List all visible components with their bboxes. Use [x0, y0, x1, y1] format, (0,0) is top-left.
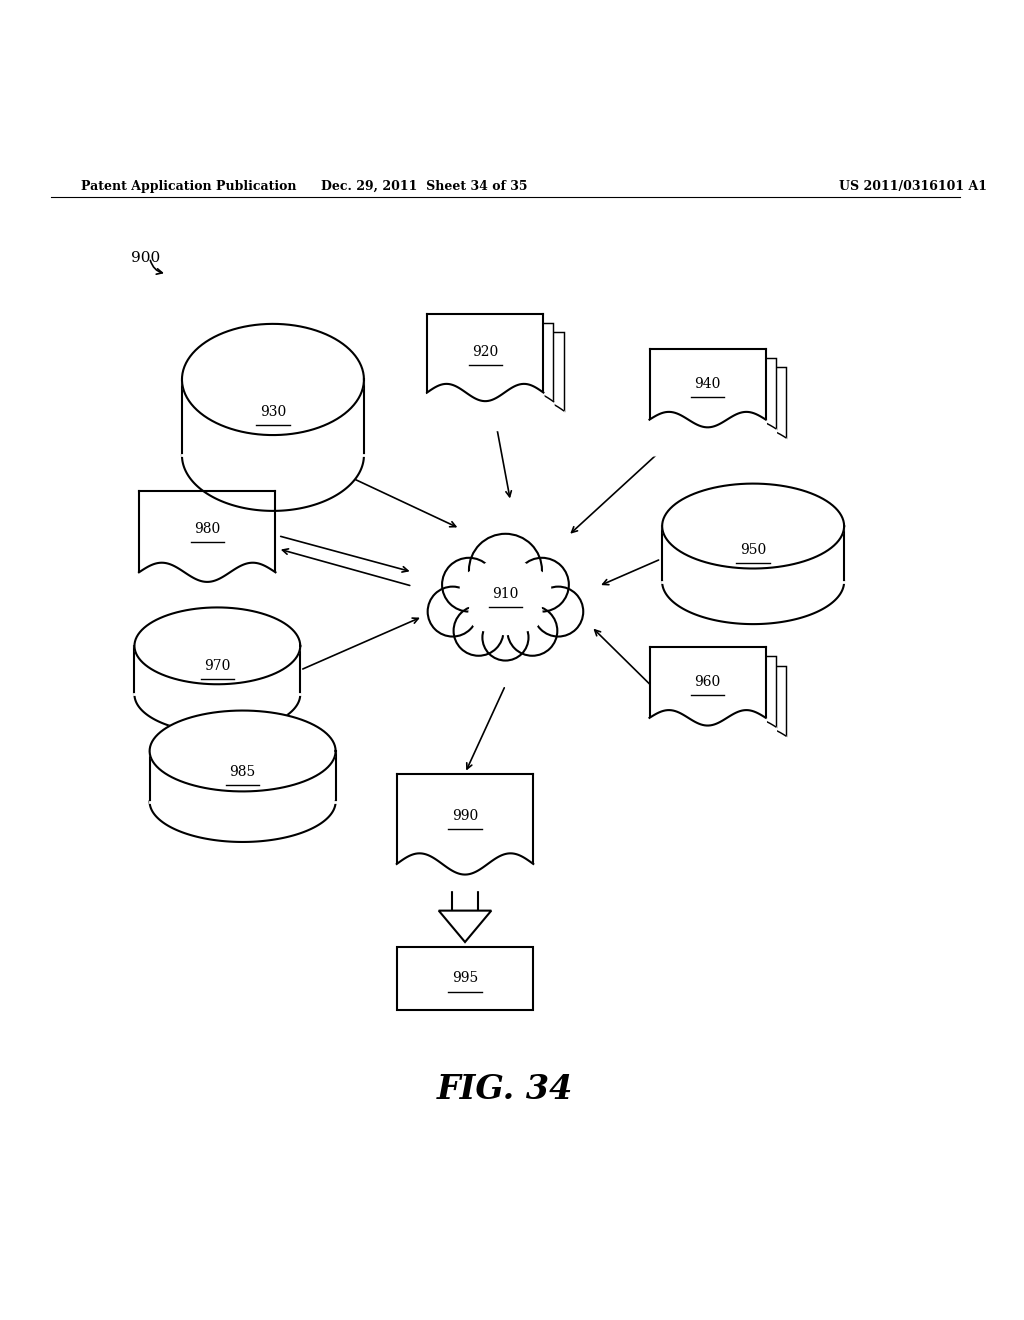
- Circle shape: [507, 606, 557, 656]
- Bar: [139, 491, 275, 573]
- Bar: [663, 527, 844, 582]
- Polygon shape: [182, 323, 364, 436]
- Polygon shape: [134, 607, 300, 684]
- Text: 980: 980: [195, 523, 220, 536]
- Bar: [427, 314, 544, 392]
- Bar: [396, 946, 534, 1010]
- Text: 995: 995: [452, 972, 478, 986]
- Circle shape: [507, 597, 542, 631]
- Bar: [659, 656, 776, 727]
- Text: FIG. 34: FIG. 34: [437, 1073, 573, 1106]
- Polygon shape: [150, 801, 336, 842]
- Polygon shape: [438, 911, 492, 942]
- Text: 960: 960: [694, 675, 721, 689]
- Text: 920: 920: [472, 345, 499, 359]
- Circle shape: [428, 586, 477, 636]
- Bar: [670, 367, 786, 438]
- Text: Patent Application Publication: Patent Application Publication: [81, 180, 296, 193]
- Bar: [150, 751, 336, 801]
- Polygon shape: [134, 694, 300, 733]
- Bar: [659, 358, 776, 429]
- Text: 990: 990: [452, 809, 478, 824]
- Bar: [447, 331, 563, 411]
- Bar: [396, 774, 534, 865]
- Circle shape: [534, 586, 584, 636]
- Polygon shape: [663, 582, 844, 624]
- Text: 985: 985: [229, 766, 256, 779]
- Circle shape: [462, 550, 549, 638]
- Circle shape: [454, 606, 504, 656]
- Text: 900: 900: [131, 251, 161, 264]
- Circle shape: [442, 558, 496, 611]
- Circle shape: [469, 533, 542, 607]
- Circle shape: [508, 569, 551, 611]
- Circle shape: [469, 558, 542, 631]
- Text: 940: 940: [694, 376, 721, 391]
- Polygon shape: [150, 710, 336, 792]
- Bar: [649, 647, 766, 718]
- Bar: [134, 645, 300, 694]
- Text: Dec. 29, 2011  Sheet 34 of 35: Dec. 29, 2011 Sheet 34 of 35: [322, 180, 527, 193]
- Polygon shape: [182, 455, 364, 511]
- Bar: [453, 884, 477, 911]
- Text: 970: 970: [204, 659, 230, 673]
- Circle shape: [461, 569, 503, 611]
- Circle shape: [515, 558, 569, 611]
- Polygon shape: [663, 483, 844, 569]
- Text: 910: 910: [493, 587, 518, 602]
- Text: 950: 950: [740, 543, 766, 557]
- Bar: [649, 350, 766, 420]
- Circle shape: [484, 593, 526, 635]
- Text: 930: 930: [260, 405, 286, 418]
- Bar: [670, 665, 786, 737]
- Circle shape: [482, 614, 528, 660]
- Bar: [437, 323, 554, 401]
- Bar: [182, 379, 364, 455]
- Circle shape: [469, 597, 504, 631]
- Text: US 2011/0316101 A1: US 2011/0316101 A1: [839, 180, 987, 193]
